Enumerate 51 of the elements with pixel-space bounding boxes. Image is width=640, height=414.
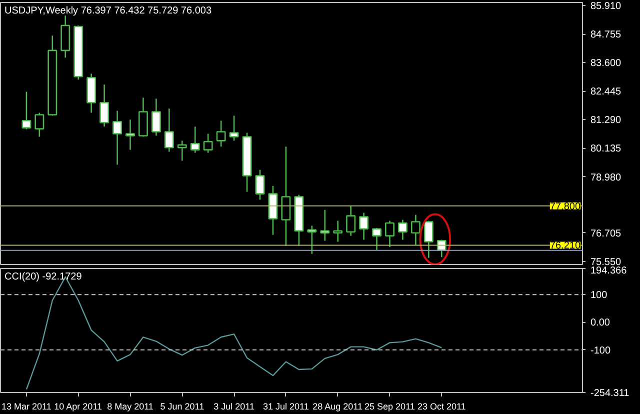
candlestick [372, 227, 382, 251]
y-tick-label: -100 [590, 345, 611, 356]
x-tick-label: 25 Sep 2011 [364, 402, 415, 412]
candlestick [424, 220, 434, 258]
candlestick [346, 205, 356, 236]
x-tick-label: 23 Oct 2011 [417, 402, 466, 412]
candlestick [410, 214, 420, 246]
y-tick-label: 81.290 [590, 115, 622, 126]
candlestick [22, 91, 32, 130]
x-tick-label: 5 Jun 2011 [160, 402, 204, 412]
candlestick [203, 133, 213, 154]
candlestick [151, 98, 161, 136]
candlestick [126, 119, 135, 150]
candlestick [164, 108, 174, 152]
x-tick-label: 3 Jul 2011 [214, 402, 254, 412]
candlestick [177, 140, 187, 162]
candlestick [307, 225, 317, 255]
x-tick-label: 10 Apr 2011 [54, 402, 102, 412]
candlestick [100, 84, 110, 128]
y-tick-label: 100 [590, 290, 608, 302]
y-tick-label: 0.00 [590, 318, 610, 329]
candlestick [190, 126, 200, 154]
y-tick-label: 78.980 [590, 172, 622, 184]
candlestick [34, 112, 44, 138]
y-tick-label: 84.755 [590, 30, 622, 41]
x-tick-label: 8 May 2011 [107, 402, 154, 412]
y-tick-label: 83.600 [590, 58, 622, 70]
y-tick-label: -254.311 [590, 388, 630, 399]
candlestick [385, 220, 394, 248]
chart-title: CCI(20) -92.1729 [4, 272, 82, 282]
candlestick [333, 220, 343, 242]
candlestick [398, 219, 408, 240]
ref-line-label: 77.800 [550, 201, 581, 212]
x-tick-label: 28 Aug 2011 [312, 402, 363, 412]
candlestick [359, 212, 369, 240]
y-tick-label: 80.135 [590, 144, 622, 155]
y-tick-label: 76.705 [590, 228, 622, 240]
chart-title: USDJPY,Weekly 76.397 76.432 75.729 76.003 [4, 6, 212, 16]
candlestick [320, 209, 330, 242]
candlestick [281, 146, 291, 247]
candlestick [255, 169, 265, 200]
candlestick [229, 115, 239, 142]
y-tick-label: 85.910 [590, 0, 622, 12]
x-tick-label: 13 Mar 2011 [2, 402, 52, 412]
candlestick [138, 97, 148, 138]
y-tick-label: 82.445 [590, 86, 622, 98]
ref-line-label: 76.210 [550, 240, 581, 252]
y-tick-label: 194.366 [590, 266, 628, 276]
candlestick [112, 110, 122, 166]
x-tick-label: 31 Jul 2011 [263, 402, 309, 412]
candlestick [216, 120, 226, 148]
